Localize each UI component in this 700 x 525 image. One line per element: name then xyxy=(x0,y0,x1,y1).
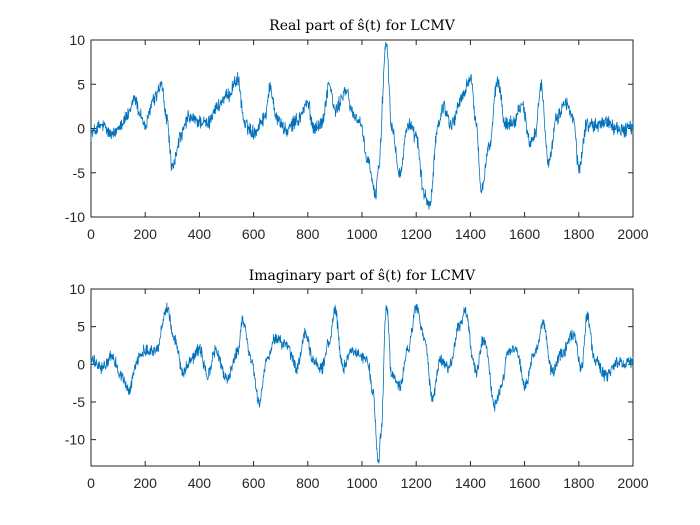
x-ticks-imaginary-part: 0 200 400 600 800 1000 1200 1400 1600 1800 2000 xyxy=(87,289,649,491)
x-tick-label: 2000 xyxy=(617,475,648,491)
series-imaginary-part xyxy=(90,302,634,464)
x-tick-label: 0 xyxy=(87,475,95,491)
y-tick-label: 0 xyxy=(77,121,85,137)
y-tick-label: 5 xyxy=(77,319,85,335)
x-tick-label: 600 xyxy=(242,475,266,491)
series-real-part xyxy=(90,41,634,210)
x-tick-label: 200 xyxy=(134,475,158,491)
x-tick-label: 600 xyxy=(242,226,266,242)
x-tick-label: 1800 xyxy=(563,475,594,491)
x-tick-label: 400 xyxy=(188,475,212,491)
x-tick-label: 800 xyxy=(296,475,320,491)
y-ticks-real-part: -10 -5 0 5 10 xyxy=(65,32,633,225)
x-tick-label: 800 xyxy=(296,226,320,242)
title-real-part: Real part of ŝ(t) for LCMV xyxy=(269,18,456,34)
x-tick-label: 200 xyxy=(134,226,158,242)
x-tick-label: 2000 xyxy=(617,226,648,242)
y-tick-label: 10 xyxy=(69,32,85,48)
series-line-imaginary-part xyxy=(90,302,634,464)
x-tick-label: 1600 xyxy=(509,226,540,242)
y-tick-label: 0 xyxy=(77,356,85,372)
title-imaginary-part: Imaginary part of ŝ(t) for LCMV xyxy=(249,268,476,284)
y-ticks-imaginary-part: -10 -5 0 5 10 xyxy=(65,281,633,448)
axes-imaginary-part: Imaginary part of ŝ(t) for LCMV 0 200 400 6… xyxy=(65,268,649,491)
x-tick-label: 1000 xyxy=(346,226,377,242)
y-tick-label: 10 xyxy=(69,281,85,297)
series-line-real-part xyxy=(90,41,634,210)
x-tick-label: 400 xyxy=(188,226,212,242)
x-tick-label: 1200 xyxy=(401,475,432,491)
x-tick-label: 1400 xyxy=(455,475,486,491)
x-tick-label: 1200 xyxy=(401,226,432,242)
x-tick-label: 0 xyxy=(87,226,95,242)
y-tick-label: -5 xyxy=(73,394,86,410)
x-tick-label: 1600 xyxy=(509,475,540,491)
y-tick-label: -10 xyxy=(65,432,85,448)
x-tick-label: 1800 xyxy=(563,226,594,242)
axes-real-part: Real part of ŝ(t) for LCMV 0 200 400 600 800… xyxy=(65,18,649,242)
axes-imaginary-part-box xyxy=(90,288,634,467)
y-tick-label: 5 xyxy=(77,76,85,92)
x-ticks-real-part: 0 200 400 600 800 1000 1200 1400 1600 1800 2000 xyxy=(87,40,649,242)
y-tick-label: -5 xyxy=(73,165,86,181)
x-tick-label: 1400 xyxy=(455,226,486,242)
x-tick-label: 1000 xyxy=(346,475,377,491)
y-tick-label: -10 xyxy=(65,209,85,225)
